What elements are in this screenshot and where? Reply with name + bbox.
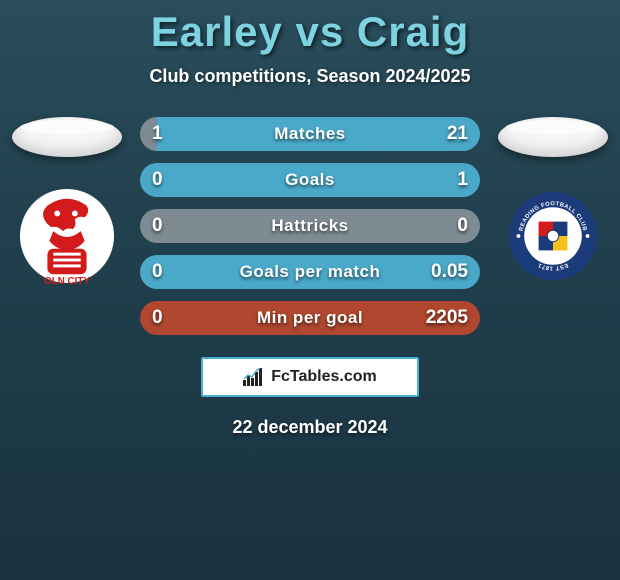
stat-left-value: 0 [152,307,163,329]
stat-pill: Hattricks 0 0 [140,209,480,243]
stat-right-value: 0.05 [431,261,468,283]
stat-pill: Matches 1 21 [140,117,480,151]
right-player-col: READING FOOTBALL CLUB EST 1871 [498,117,608,291]
stat-pill: Goals per match 0 0.05 [140,255,480,289]
chart-bars-icon [243,368,265,386]
svg-text:OLN CITY: OLN CITY [44,276,90,287]
stat-label: Matches [274,124,346,144]
stat-right-value: 2205 [426,307,468,329]
right-flag-ellipse [498,117,608,157]
stat-pill: Goals 0 1 [140,163,480,197]
stat-left-value: 0 [152,215,163,237]
snapshot-date: 22 december 2024 [0,417,620,438]
stat-right-value: 0 [457,215,468,237]
stat-label: Goals per match [240,262,381,282]
stat-left-value: 0 [152,169,163,191]
stat-left-value: 0 [152,261,163,283]
subtitle: Club competitions, Season 2024/2025 [0,66,620,87]
comparison-row: OLN CITY Matches121Goals01Hattricks00Goa… [0,117,620,335]
brand-label: FcTables.com [271,368,377,386]
stat-row: Min per goal 0 2205 [140,301,480,335]
stat-left-value: 1 [152,123,163,145]
stat-row: Goals 0 1 [140,163,480,197]
left-player-col: OLN CITY [12,117,122,291]
stat-row: Matches 1 21 [140,117,480,151]
stat-label: Min per goal [257,308,363,328]
stat-row: Goals per match 0 0.05 [140,255,480,289]
stat-right-value: 21 [447,123,468,145]
stats-column: Matches121Goals01Hattricks00Goals per ma… [140,117,480,335]
left-flag-ellipse [12,117,122,157]
brand-attribution: FcTables.com [201,357,419,397]
stat-label: Hattricks [271,216,348,236]
right-club-crest: READING FOOTBALL CLUB EST 1871 [504,181,602,291]
page-title: Earley vs Craig [0,0,620,56]
stat-row: Hattricks 0 0 [140,209,480,243]
left-club-crest: OLN CITY [18,181,116,291]
stat-right-value: 1 [457,169,468,191]
stat-label: Goals [285,170,335,190]
stat-pill: Min per goal 0 2205 [140,301,480,335]
